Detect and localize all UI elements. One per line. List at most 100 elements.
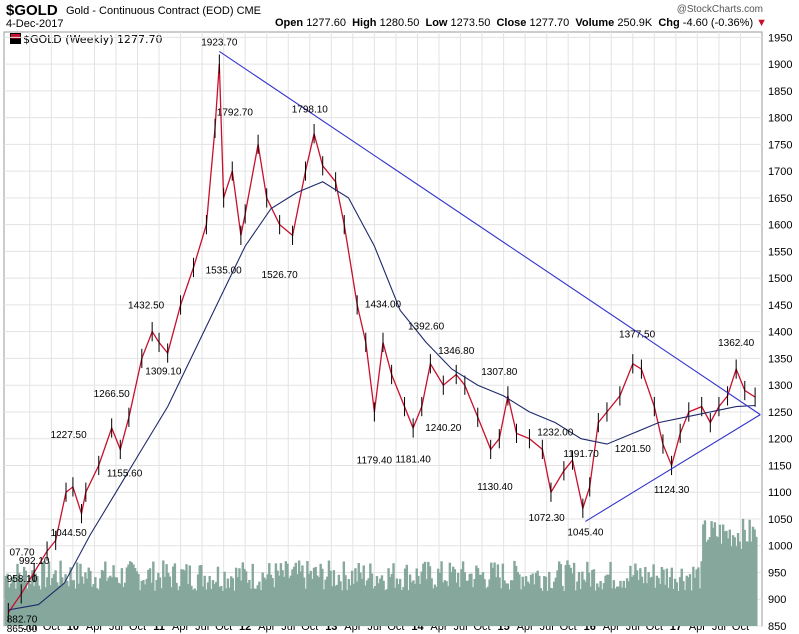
volume-bar: [180, 569, 183, 626]
volume-bar: [67, 586, 71, 626]
volume-bar: [642, 583, 645, 626]
volume-bar: [205, 589, 208, 626]
volume-bar: [639, 568, 642, 626]
volume-bar: [589, 586, 592, 626]
price-annotation: 1923.70: [201, 37, 238, 48]
volume-bar: [649, 577, 652, 626]
volume-bar: [673, 578, 677, 626]
volume-bar: [543, 575, 546, 626]
volume-bar: [292, 566, 296, 626]
volume-bar: [584, 581, 587, 626]
volume-bar: [521, 576, 524, 626]
volume-bar: [430, 578, 433, 626]
y-tick-label: 1850: [768, 86, 792, 98]
volume-bar: [466, 580, 470, 626]
volume-bar: [569, 567, 572, 626]
volume-bar: [422, 563, 425, 626]
price-annotation: 1798.10: [292, 105, 329, 116]
volume-bar: [29, 583, 32, 626]
volume-bar: [377, 583, 380, 626]
volume-bar: [400, 590, 404, 626]
volume-bar: [349, 585, 352, 626]
volume-bar: [561, 585, 564, 626]
volume-bar: [22, 566, 26, 626]
volume-bar: [635, 570, 639, 626]
volume-bar: [712, 527, 715, 626]
volume-bar: [491, 567, 495, 626]
volume-bar: [336, 584, 339, 626]
volume-bar: [27, 575, 31, 626]
volume-bar: [675, 582, 678, 626]
volume-bar: [44, 587, 47, 626]
volume-bar: [486, 586, 490, 626]
volume-bar: [239, 580, 243, 626]
volume-bar: [191, 589, 195, 626]
volume-bar: [644, 566, 647, 626]
y-tick-label: 900: [768, 594, 786, 606]
volume-bar: [329, 570, 332, 626]
volume-bar: [158, 577, 162, 626]
volume-bar: [24, 570, 28, 626]
volume-bar: [559, 564, 563, 626]
volume-bar: [526, 581, 529, 626]
volume-bar: [741, 518, 745, 626]
volume-bar: [181, 569, 185, 626]
volume-bar: [660, 566, 664, 626]
volume-bar: [31, 570, 34, 626]
volume-bar: [56, 582, 59, 626]
volume-bar: [140, 581, 143, 626]
y-tick-label: 950: [768, 567, 786, 579]
volume-bar: [370, 573, 374, 626]
volume-bar: [261, 572, 264, 626]
volume-bar: [718, 524, 722, 626]
volume-bar: [302, 577, 306, 626]
volume-bar: [740, 548, 743, 626]
volume-bar: [685, 575, 688, 626]
volume-bar: [448, 562, 452, 626]
volume-bar: [225, 588, 228, 626]
price-annotation: 1362.40: [718, 338, 755, 349]
volume-bar: [483, 579, 486, 626]
volume-bar: [539, 588, 543, 626]
volume-bar: [533, 584, 536, 626]
volume-bar: [572, 562, 576, 626]
volume-bar: [291, 569, 294, 626]
price-annotation: 1179.40: [357, 456, 393, 467]
volume-bar: [524, 576, 528, 626]
volume-bar: [471, 587, 475, 626]
price-annotation: 1130.40: [477, 482, 513, 493]
price-annotation: 1201.50: [615, 444, 652, 455]
volume-bar: [403, 568, 407, 626]
volume-bar: [62, 583, 66, 626]
volume-bar: [258, 581, 261, 626]
volume-bar: [531, 573, 534, 626]
price-annotation: 1266.50: [94, 389, 131, 400]
price-annotation: 1181.40: [395, 455, 431, 466]
volume-bar: [97, 589, 100, 626]
volume-bar: [405, 564, 408, 626]
volume-bar: [215, 581, 218, 626]
volume-bar: [299, 571, 302, 626]
volume-bar: [663, 584, 667, 626]
volume-bar: [688, 574, 692, 626]
volume-bar: [440, 561, 443, 626]
volume-bar: [692, 566, 695, 626]
volume-bar: [553, 581, 556, 626]
volume-bar: [64, 574, 67, 626]
price-annotation: 1377.50: [619, 330, 656, 341]
volume-bar: [728, 529, 731, 626]
volume-bar: [407, 590, 410, 626]
volume-bar: [508, 589, 511, 626]
volume-bar: [562, 590, 566, 626]
volume-bar: [362, 565, 365, 626]
volume-bar: [230, 576, 233, 626]
price-annotation: 1307.80: [481, 367, 518, 378]
volume-bar: [428, 566, 432, 626]
volume-bar: [476, 568, 480, 626]
volume-bar: [264, 579, 268, 626]
volume-bar: [321, 568, 324, 626]
volume-bar: [702, 524, 705, 626]
volume-bar: [61, 577, 64, 626]
volume-bar: [6, 573, 9, 626]
volume-bar: [104, 561, 107, 626]
